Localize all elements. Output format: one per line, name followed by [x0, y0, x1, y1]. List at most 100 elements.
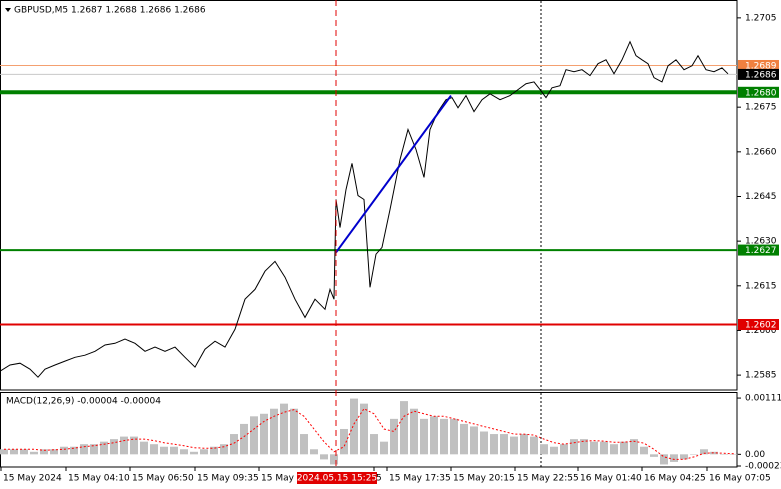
histogram-bar: [230, 434, 238, 455]
histogram-bar: [680, 454, 688, 460]
level-box: [738, 68, 779, 80]
histogram-bar: [620, 441, 628, 455]
histogram-bar: [150, 444, 158, 455]
histogram-bar: [320, 454, 328, 460]
price-line: [0, 40, 729, 378]
histogram-bar: [160, 446, 168, 455]
chart-title: GBPUSD,M5 1.2687 1.2688 1.2686 1.2686: [14, 6, 206, 16]
histogram-bar: [580, 439, 588, 455]
level-label: 1.2627: [745, 246, 777, 256]
histogram-bar: [480, 431, 488, 455]
x-tick-label: 15 May 09:35: [197, 474, 259, 484]
histogram-bar: [50, 449, 58, 455]
y-tick-label: 1.2675: [745, 103, 777, 113]
level-box: [738, 319, 779, 331]
histogram-bar: [670, 454, 678, 462]
histogram-bar: [40, 449, 48, 455]
signal-line: [4, 408, 735, 460]
histogram-bar: [710, 451, 718, 455]
x-tick-label: 15 May 22:55: [517, 474, 579, 484]
y-tick-label: 1.2585: [745, 371, 777, 381]
histogram-bar: [340, 428, 348, 455]
macd-panel: 0.00111 0.00-0.00023: [0, 394, 781, 471]
level-label: 1.2602: [745, 321, 777, 331]
histogram-bar: [110, 439, 118, 455]
histogram-bar: [570, 439, 578, 455]
histogram-bar: [660, 454, 668, 465]
macd-panel-frame: [0, 392, 738, 468]
histogram-bar: [400, 401, 408, 455]
histogram-bar: [490, 434, 498, 455]
histogram-bar: [170, 446, 178, 455]
histogram-bar: [420, 418, 428, 455]
histogram-bar: [80, 444, 88, 455]
histogram-bar: [450, 418, 458, 455]
histogram-bar: [260, 413, 268, 455]
level-box: [738, 244, 779, 256]
histogram-bar: [390, 418, 398, 455]
histogram-bar: [270, 408, 278, 455]
x-tick-label: 15 May 2024: [3, 474, 62, 484]
macd-title: MACD(12,26,9) -0.00004 -0.00004: [6, 397, 161, 407]
histogram-bar: [730, 454, 738, 455]
x-tick-label: 15 May 20:15: [453, 474, 515, 484]
level-box: [738, 86, 779, 98]
histogram-bar: [460, 423, 468, 455]
histogram-bar: [250, 416, 258, 455]
histogram-bar: [120, 436, 128, 455]
panel-marker: [5, 8, 11, 12]
histogram-bar: [370, 434, 378, 455]
histogram-bar: [290, 408, 298, 455]
histogram-bar: [190, 451, 198, 455]
histogram-bar: [550, 446, 558, 455]
trendline: [335, 94, 452, 254]
histogram-bar: [310, 449, 318, 455]
histogram-bar: [380, 441, 388, 455]
crosshair-label: 2024.05.15 15:25: [297, 474, 377, 484]
histogram-bar: [600, 441, 608, 455]
histogram-bar: [510, 436, 518, 455]
histogram-bar: [630, 439, 638, 455]
histogram-bar: [470, 426, 478, 455]
level-label: 1.2686: [745, 70, 777, 80]
histogram-bar: [100, 441, 108, 455]
histogram-bar: [440, 418, 448, 455]
histogram-bar: [240, 423, 248, 455]
histogram-bar: [330, 454, 338, 465]
y-tick-label: -0.00023: [745, 461, 781, 471]
y-tick-label: 1.2645: [745, 192, 777, 202]
histogram-bar: [650, 454, 658, 457]
histogram-bar: [200, 449, 208, 455]
histogram-bar: [520, 434, 528, 455]
x-tick-label: 16 May 07:05: [709, 474, 771, 484]
histogram-bar: [220, 444, 228, 455]
histogram-bar: [700, 449, 708, 455]
price-panel-frame: [0, 0, 738, 391]
x-tick-label: 16 May 01:40: [580, 474, 642, 484]
histogram-bar: [540, 444, 548, 455]
y-tick-label: 1.2630: [745, 237, 777, 247]
x-tick-label: 15 May 06:50: [132, 474, 194, 484]
histogram-bar: [90, 444, 98, 455]
histogram-bar: [640, 446, 648, 455]
y-tick-label: 1.2600: [745, 326, 777, 336]
histogram-bar: [30, 451, 38, 455]
histogram-bar: [20, 449, 28, 455]
histogram-bar: [180, 449, 188, 455]
histogram-bar: [60, 446, 68, 455]
histogram-bar: [210, 446, 218, 455]
x-tick-label: 15 May 17:35: [389, 474, 451, 484]
histogram-bar: [500, 434, 508, 455]
y-tick-label: 0.00111: [745, 394, 781, 404]
histogram-bar: [280, 403, 288, 455]
level-label: 1.2680: [745, 88, 777, 98]
histogram-bar: [560, 444, 568, 455]
histogram-bar: [690, 454, 698, 455]
histogram-bar: [350, 398, 358, 455]
histogram-bar: [70, 446, 78, 455]
histogram-bar: [130, 436, 138, 455]
histogram-bar: [0, 449, 8, 455]
histogram-bar: [360, 403, 368, 455]
